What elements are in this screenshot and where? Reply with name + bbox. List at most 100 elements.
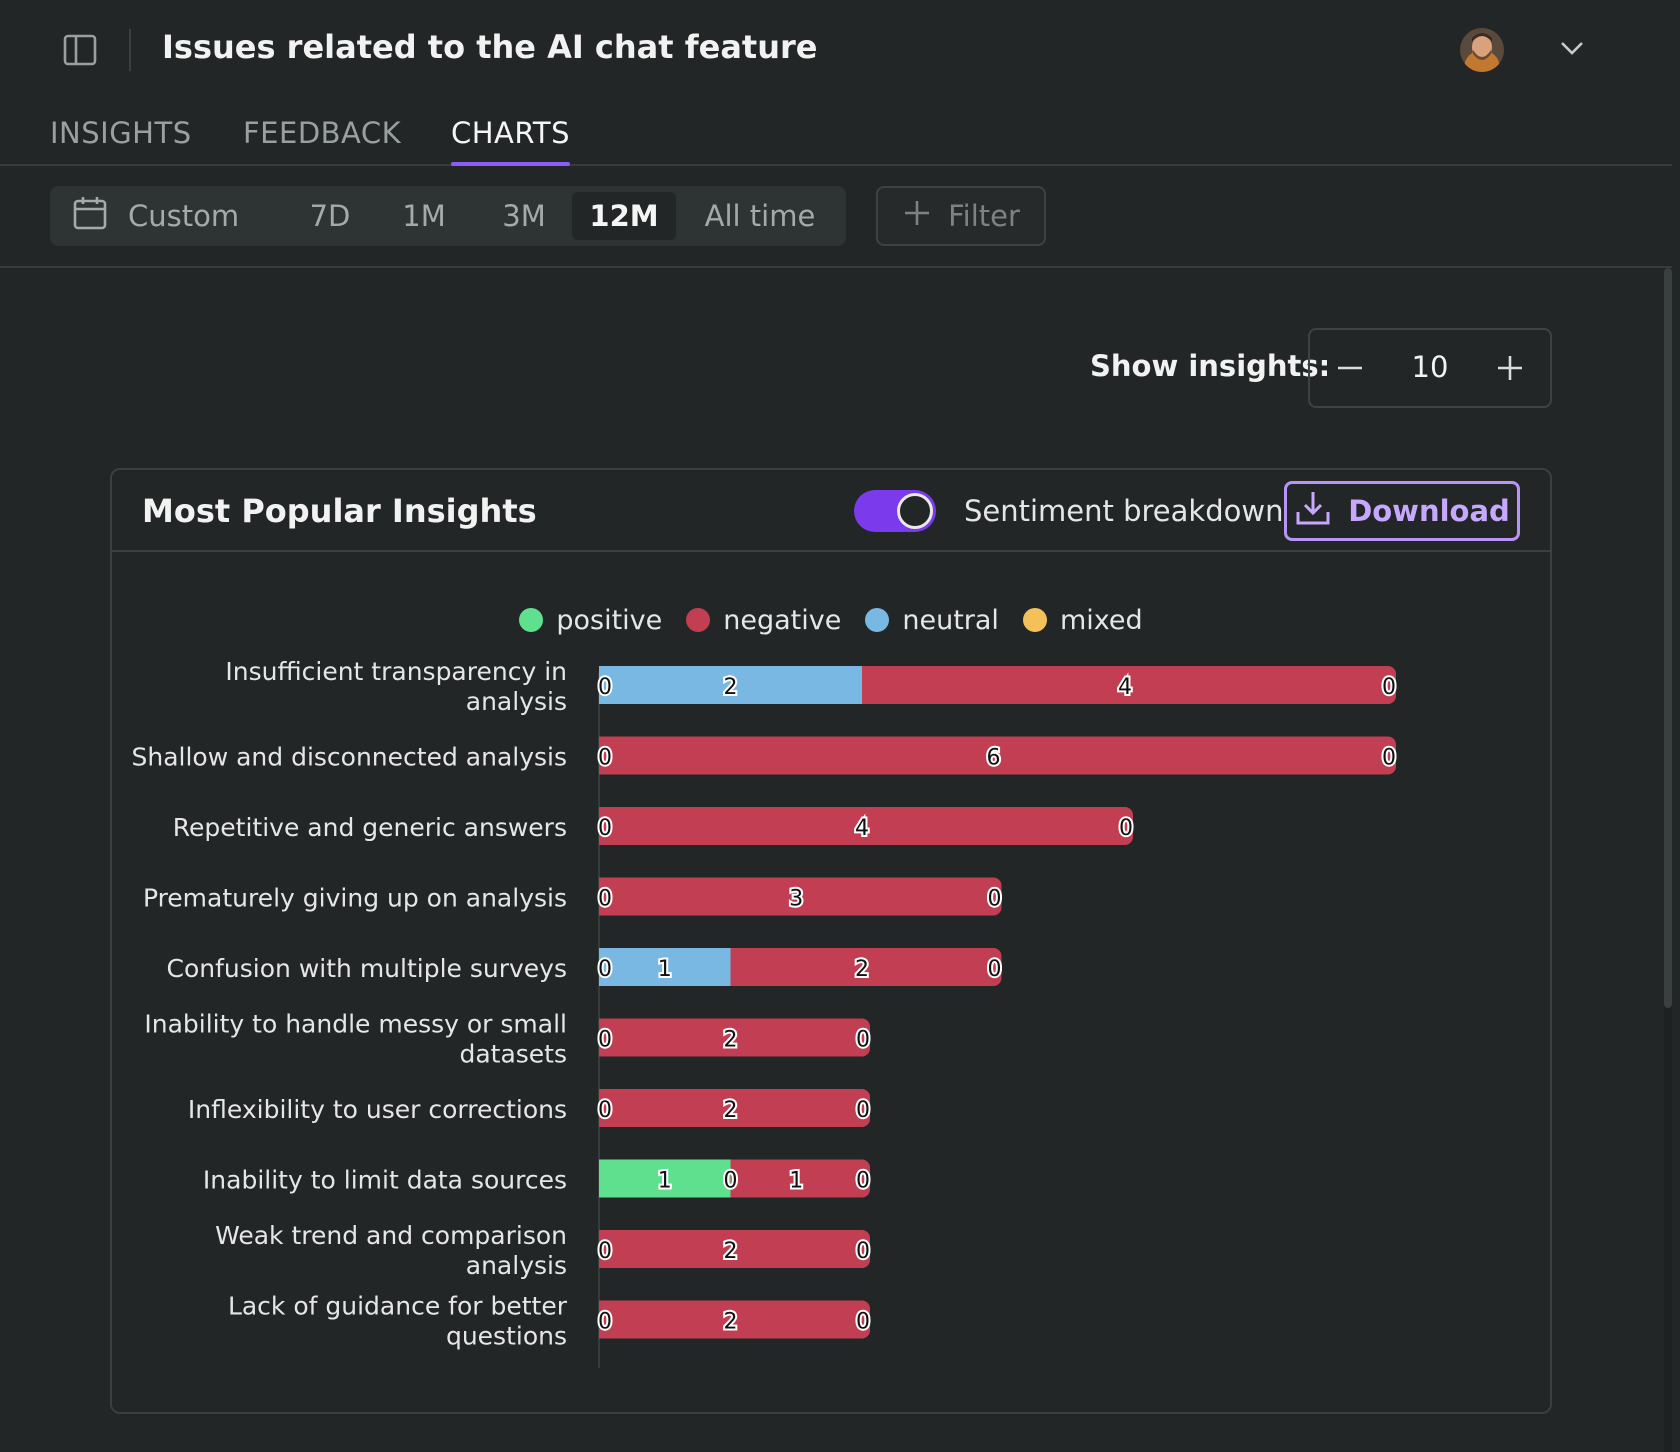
legend-dot-negative	[686, 608, 711, 632]
bar-value-label: 0	[856, 1169, 870, 1194]
bar-value-label: 0	[856, 1239, 870, 1264]
header-divider	[129, 29, 131, 71]
sentiment-toggle[interactable]	[854, 490, 936, 532]
download-button[interactable]: Download	[1284, 481, 1520, 541]
chevron-down-icon[interactable]	[1556, 32, 1588, 64]
bar-value-label: 0	[598, 675, 612, 700]
bar-value-label: 0	[1119, 816, 1133, 841]
category-label: questions	[446, 1322, 567, 1351]
legend-dot-neutral	[865, 608, 890, 632]
bar-value-label: 0	[598, 1028, 612, 1053]
page-title: Issues related to the AI chat feature	[162, 28, 818, 66]
bar-value-label: 0	[856, 1310, 870, 1335]
increment-button[interactable]	[1484, 342, 1536, 394]
legend-item-mixed: mixed	[1022, 604, 1143, 636]
category-label: Repetitive and generic answers	[173, 813, 567, 842]
legend-item-negative: negative	[686, 605, 841, 636]
bar-value-label: 2	[724, 1028, 738, 1053]
bar-value-label: 4	[1118, 675, 1132, 700]
sidebar-panel-icon[interactable]	[60, 30, 100, 70]
range-7d[interactable]: 7D	[309, 199, 351, 233]
category-label: Inflexibility to user corrections	[188, 1095, 567, 1124]
bar-value-label: 1	[658, 957, 672, 982]
bar-segment	[730, 948, 994, 986]
bar-value-label: 2	[724, 1098, 738, 1123]
bar-segment	[599, 1230, 862, 1268]
legend-label-positive: positive	[556, 604, 663, 636]
filter-button[interactable]: Filter	[876, 186, 1046, 246]
calendar-icon	[72, 195, 108, 238]
avatar[interactable]	[1460, 28, 1504, 72]
category-label: analysis	[466, 687, 567, 716]
toggle-knob	[897, 493, 933, 529]
header-bar: Issues related to the AI chat feature	[0, 0, 1672, 100]
bar-value-label: 3	[789, 887, 803, 912]
bar-value-label: 6	[987, 746, 1001, 771]
bar-value-label: 1	[658, 1169, 672, 1194]
bar-segment	[599, 736, 1388, 775]
legend-label-neutral: neutral	[902, 604, 999, 636]
range-all-time[interactable]: All time	[704, 199, 816, 233]
legend-label-negative: negative	[723, 604, 842, 636]
bar-segment	[730, 1159, 862, 1198]
tab-insights[interactable]: INSIGHTS	[50, 116, 192, 150]
bar-value-label: 0	[1382, 746, 1396, 771]
show-insights-stepper: 10	[1308, 328, 1552, 408]
category-label: Inability to handle messy or small	[144, 1010, 567, 1039]
bar-segment	[599, 666, 863, 704]
tab-charts[interactable]: CHARTS	[451, 116, 571, 166]
show-insights-value[interactable]: 10	[1411, 350, 1449, 384]
bar-value-label: 0	[988, 957, 1002, 982]
sentiment-toggle-label: Sentiment breakdown	[964, 494, 1284, 528]
bar-segment	[599, 877, 994, 916]
bar-segment	[599, 807, 1125, 845]
bar-value-label: 0	[598, 887, 612, 912]
bar-value-label: 2	[724, 1239, 738, 1264]
bar-value-label: 0	[988, 887, 1002, 912]
download-label: Download	[1348, 494, 1510, 528]
tab-feedback[interactable]: FEEDBACK	[243, 116, 402, 150]
legend-label-mixed: mixed	[1059, 604, 1143, 636]
bar-value-label: 0	[598, 957, 612, 982]
bar-value-label: 4	[855, 816, 869, 841]
range-12m[interactable]: 12M	[572, 192, 676, 240]
category-label: Lack of guidance for better	[228, 1292, 568, 1321]
legend-dot-positive	[519, 608, 544, 632]
bar-segment	[599, 1089, 862, 1127]
bar-segment	[599, 1300, 862, 1339]
bar-value-label: 0	[598, 1098, 612, 1123]
category-label: Inability to limit data sources	[203, 1166, 567, 1195]
range-1m[interactable]: 1M	[402, 199, 446, 233]
bar-value-label: 2	[855, 957, 869, 982]
chart-legend: positive negative neutral mixed	[112, 600, 1550, 640]
range-3m[interactable]: 3M	[502, 199, 546, 233]
bar-value-label: 1	[789, 1169, 803, 1194]
bar-value-label: 0	[598, 1239, 612, 1264]
download-icon	[1294, 489, 1332, 534]
toolbar: Custom 7D 1M 3M 12M All time Filter	[0, 166, 1672, 268]
plus-icon	[902, 198, 932, 235]
bar-value-label: 0	[1382, 675, 1396, 700]
legend-item-positive: positive	[519, 605, 662, 636]
bar-segment	[599, 1018, 862, 1057]
category-label: Insufficient transparency in	[225, 657, 567, 686]
category-label: Weak trend and comparison	[215, 1221, 567, 1250]
category-label: Prematurely giving up on analysis	[143, 884, 567, 913]
date-range-selector: Custom 7D 1M 3M 12M All time	[50, 186, 846, 246]
category-label: analysis	[466, 1251, 567, 1280]
bar-value-label: 2	[724, 675, 738, 700]
bar-value-label: 0	[598, 746, 612, 771]
decrement-button[interactable]	[1324, 342, 1376, 394]
tab-bar: INSIGHTS FEEDBACK CHARTS	[0, 100, 1672, 166]
scrollbar-thumb[interactable]	[1664, 268, 1672, 1008]
bar-value-label: 0	[724, 1169, 738, 1194]
bar-value-label: 0	[598, 1310, 612, 1335]
bar-value-label: 0	[856, 1098, 870, 1123]
bar-segment	[862, 666, 1388, 704]
legend-item-neutral: neutral	[865, 605, 999, 636]
category-label: datasets	[459, 1040, 567, 1069]
range-custom[interactable]: Custom	[72, 192, 272, 240]
show-insights-label: Show insights:	[1090, 349, 1331, 383]
range-custom-label: Custom	[128, 199, 240, 233]
